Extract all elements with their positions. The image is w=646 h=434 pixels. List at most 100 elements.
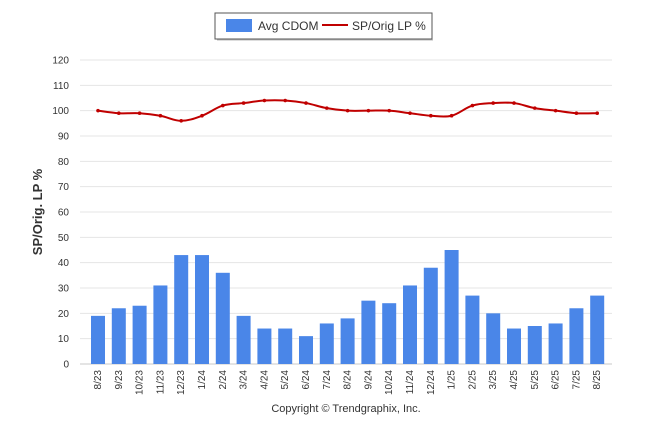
y-tick-label: 110 xyxy=(53,81,69,92)
line-series xyxy=(96,98,599,123)
x-tick-label: 3/25 xyxy=(488,370,499,390)
y-tick-label: 10 xyxy=(58,334,70,345)
bar xyxy=(91,315,105,364)
x-tick-label: 12/24 xyxy=(426,370,437,395)
bar xyxy=(507,328,521,364)
x-tick-label: 4/24 xyxy=(259,370,270,390)
gridlines xyxy=(80,59,612,365)
bar xyxy=(174,255,189,364)
bar-series xyxy=(91,250,605,364)
bar xyxy=(195,255,209,364)
x-tick-label: 6/25 xyxy=(551,370,562,390)
line-point xyxy=(512,101,516,105)
x-tick-label: 8/23 xyxy=(93,370,104,390)
line-point xyxy=(533,106,537,110)
y-axis-label: SP/Orig. LP % xyxy=(30,168,45,255)
legend: Avg CDOM SP/Orig LP % xyxy=(214,12,433,41)
y-tick-label: 30 xyxy=(58,284,70,295)
bar xyxy=(569,308,584,364)
bar xyxy=(340,318,355,364)
x-tick-label: 7/24 xyxy=(322,370,333,390)
line-point xyxy=(117,111,121,115)
line-point xyxy=(595,111,599,115)
bar xyxy=(319,323,334,364)
y-tick-label: 100 xyxy=(52,106,69,117)
x-tick-label: 8/25 xyxy=(592,370,603,390)
bar xyxy=(361,300,376,364)
line-point xyxy=(387,108,392,113)
bar xyxy=(465,295,480,364)
x-tick-label: 9/24 xyxy=(363,370,374,390)
x-tick-label: 1/25 xyxy=(447,370,458,390)
line-point xyxy=(325,106,329,110)
y-tick-label: 0 xyxy=(63,360,69,371)
bar xyxy=(548,323,563,364)
y-tick-label: 20 xyxy=(58,309,70,320)
line-point xyxy=(179,119,183,123)
y-tick-label: 90 xyxy=(58,132,70,143)
x-tick-label: 6/24 xyxy=(301,370,312,390)
bar xyxy=(236,315,251,364)
x-tick-labels: 8/23 9/23 10/23 11/23 12/23 1/24 2/24 3/24 4/24 5… xyxy=(93,370,603,395)
y-tick-label: 80 xyxy=(58,157,70,168)
bar xyxy=(444,250,459,364)
x-tick-label: 3/24 xyxy=(239,370,250,390)
line-point xyxy=(221,103,225,108)
line-point xyxy=(345,108,350,113)
line-point xyxy=(408,111,412,115)
y-tick-labels: 0 10 20 30 40 50 60 70 80 90 100 110 120 xyxy=(52,56,69,371)
bar xyxy=(257,328,272,364)
legend-label-avg-cdom: Avg CDOM xyxy=(258,19,318,33)
line-point xyxy=(262,98,267,103)
y-tick-label: 40 xyxy=(58,258,70,269)
bar xyxy=(132,305,147,364)
x-tick-label: 8/24 xyxy=(343,370,354,390)
x-tick-label: 2/24 xyxy=(218,370,229,390)
x-tick-label: 9/23 xyxy=(114,370,125,390)
line-point xyxy=(574,111,579,115)
bar xyxy=(403,285,417,364)
x-tick-label: 2/25 xyxy=(467,370,478,390)
line-point xyxy=(200,113,204,118)
x-tick-label: 11/23 xyxy=(155,370,166,395)
x-tick-label: 10/24 xyxy=(384,370,395,395)
bar xyxy=(527,326,542,364)
line-point xyxy=(429,113,433,118)
copyright-text: Copyright © Trendgraphix, Inc. xyxy=(271,403,420,415)
bar xyxy=(215,272,230,364)
line-point xyxy=(158,113,163,118)
x-tick-label: 5/24 xyxy=(280,370,291,390)
x-tick-label: 5/25 xyxy=(530,370,541,390)
y-tick-label: 60 xyxy=(58,208,70,219)
bar xyxy=(299,336,313,364)
bar xyxy=(590,295,605,364)
x-tick-label: 7/25 xyxy=(571,370,582,390)
line-point xyxy=(283,98,288,103)
bar xyxy=(423,267,438,364)
bar xyxy=(486,313,501,364)
bar xyxy=(153,285,168,364)
line-point xyxy=(470,103,475,108)
y-tick-label: 70 xyxy=(58,182,70,193)
line-point xyxy=(491,101,496,105)
x-tick-label: 4/25 xyxy=(509,370,520,390)
legend-label-sp-orig-lp: SP/Orig LP % xyxy=(352,19,426,33)
y-tick-label: 50 xyxy=(58,233,70,244)
line-point xyxy=(137,111,142,115)
line-point xyxy=(241,101,246,105)
x-tick-label: 10/23 xyxy=(135,370,146,395)
line-point xyxy=(96,108,100,113)
x-tick-label: 1/24 xyxy=(197,370,208,390)
line-point xyxy=(553,108,558,113)
line-point xyxy=(304,101,308,105)
line-point xyxy=(449,113,454,118)
bar xyxy=(278,328,293,364)
legend-swatch-avg-cdom xyxy=(226,19,252,32)
bar xyxy=(382,303,397,364)
y-tick-label: 120 xyxy=(52,56,69,67)
x-tick-label: 12/23 xyxy=(176,370,187,395)
line-point xyxy=(366,108,371,113)
bar xyxy=(111,308,126,364)
x-tick-label: 11/24 xyxy=(405,370,416,395)
